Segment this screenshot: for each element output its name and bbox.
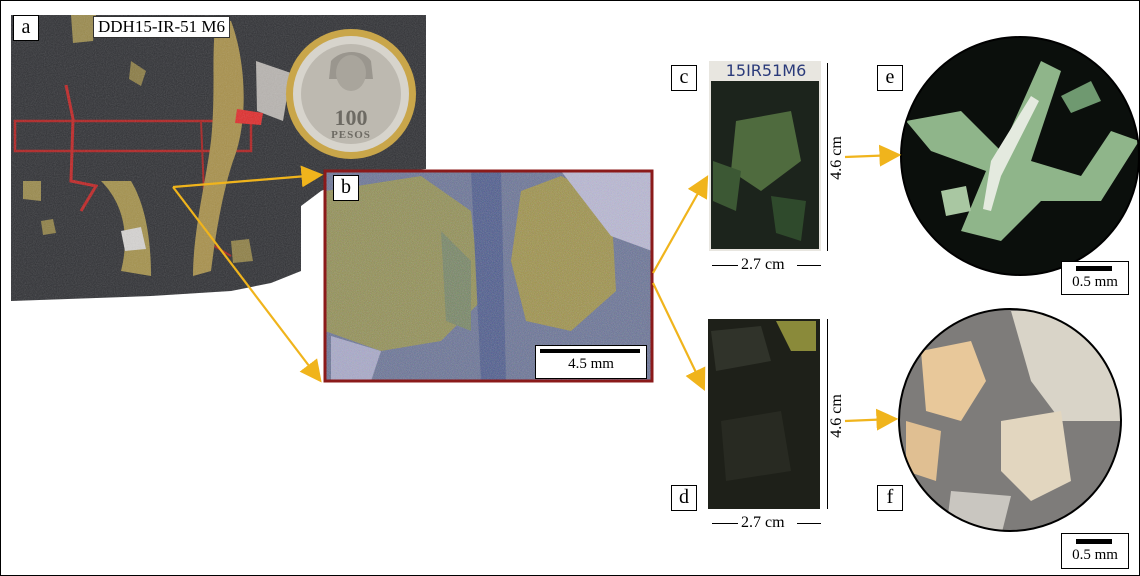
- arrow-d-to-f: [844, 408, 899, 431]
- coin-word: PESOS: [331, 129, 371, 141]
- scale-bar-line: [540, 349, 640, 353]
- width-dimension-line-c-left: [712, 265, 738, 266]
- width-label-d: 2.7 cm: [741, 514, 785, 531]
- arrow-b-to-c: [652, 175, 709, 274]
- scale-bar-line: [1076, 266, 1112, 271]
- scale-bar-b: 4.5 mm: [535, 345, 647, 379]
- scale-bar-f: 0.5 mm: [1061, 533, 1129, 569]
- width-dimension-line-d-right: [797, 523, 821, 524]
- arrow-b-to-d: [652, 282, 706, 391]
- sample-id-label: DDH15-IR-51 M6: [93, 16, 231, 38]
- arrow-a-to-b-top: [172, 165, 324, 189]
- panel-label-c: c: [671, 65, 697, 91]
- arrow-a-to-b-bottom: [172, 186, 322, 383]
- panel-label-d: d: [671, 485, 697, 511]
- height-dimension-line-d: [827, 319, 828, 509]
- width-dimension-line-c-right: [797, 265, 821, 266]
- arrow-c-to-e: [844, 144, 902, 167]
- scale-label-b: 4.5 mm: [568, 356, 614, 372]
- coin-image: [286, 29, 416, 159]
- height-dimension-line-c: [827, 63, 828, 251]
- slab-c-text: 15IR51M6: [725, 61, 807, 80]
- scale-label-e: 0.5 mm: [1072, 274, 1118, 290]
- panel-label-e: e: [877, 65, 903, 91]
- width-dimension-line-d-left: [712, 523, 738, 524]
- scale-bar-line: [1076, 539, 1112, 544]
- scale-label-f: 0.5 mm: [1072, 547, 1118, 563]
- panel-label-b: b: [333, 175, 359, 201]
- panel-label-f: f: [877, 485, 903, 511]
- panel-label-a: a: [13, 15, 39, 41]
- coin-denomination: 100: [334, 105, 368, 130]
- width-label-c: 2.7 cm: [741, 256, 785, 273]
- scale-bar-e: 0.5 mm: [1061, 261, 1129, 295]
